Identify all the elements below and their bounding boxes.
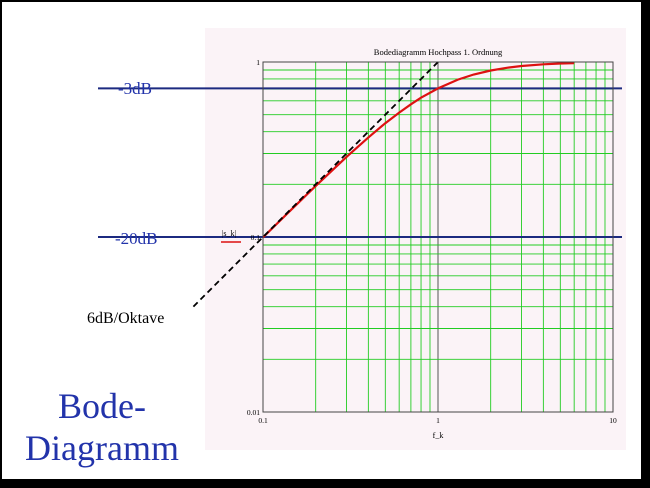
frame-left xyxy=(0,0,2,488)
y-tick-label: 1 xyxy=(256,58,260,67)
slide-title-line1: Bode- xyxy=(58,386,146,426)
slope-label: 6dB/Oktave xyxy=(87,310,165,327)
frame-top xyxy=(0,0,650,2)
frame-shadow-right xyxy=(641,2,650,488)
axes: 0.1 1 100.010.11 xyxy=(247,58,617,425)
magnitude-curve xyxy=(262,62,575,239)
x-axis-label: f_k xyxy=(433,431,444,440)
slide-title-line2: Diagramm xyxy=(25,428,179,468)
y-tick-label: 0.1 xyxy=(251,233,261,242)
x-tick-label: 0.1 xyxy=(258,416,268,425)
level-20db-label: -20dB xyxy=(115,229,158,248)
x-tick-label: 10 xyxy=(609,416,617,425)
level-3db-label: -3dB xyxy=(118,79,152,98)
x-tick-label: 1 xyxy=(436,416,440,425)
frame-shadow-bottom xyxy=(2,479,650,488)
plot-frame xyxy=(262,61,614,413)
y-axis-label: |s_k| xyxy=(222,229,236,238)
asymptote-line xyxy=(192,61,439,308)
chart-title: Bodediagramm Hochpass 1. Ordnung xyxy=(374,47,503,57)
y-tick-label: 0.01 xyxy=(247,408,260,417)
reference-level-lines xyxy=(98,87,622,238)
plot-background xyxy=(205,28,626,450)
slide-title: Bode- Diagramm xyxy=(22,385,182,469)
